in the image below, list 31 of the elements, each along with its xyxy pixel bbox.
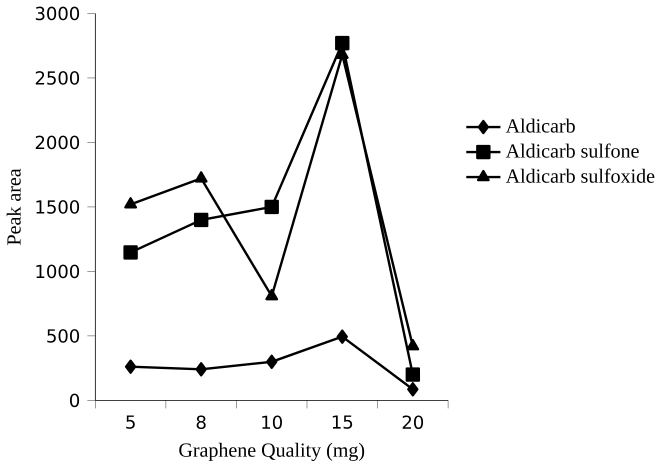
x-axis-title: Graphene Quality (mg) <box>179 442 364 462</box>
y-tick-label: 3000 <box>36 6 80 20</box>
legend-label: Aldicarb <box>506 118 575 133</box>
legend-label: Aldicarb sulfoxide <box>506 168 654 183</box>
y-tick-label: 500 <box>47 329 80 343</box>
x-tick-label: 15 <box>332 416 352 429</box>
y-tick-label: 1500 <box>36 200 80 214</box>
y-tick-label: 1000 <box>36 264 80 278</box>
point <box>195 362 207 377</box>
point <box>336 330 348 344</box>
point <box>265 289 278 301</box>
x-tick-label: 20 <box>402 416 424 430</box>
y-tick-label: 2500 <box>36 71 80 85</box>
point <box>194 171 208 183</box>
y-axis-title: Peak area <box>6 168 21 246</box>
point <box>407 382 419 397</box>
legend-label: Aldicarb sulfone <box>506 144 639 158</box>
point <box>123 245 138 260</box>
x-tick-label: 8 <box>196 416 206 430</box>
point <box>266 354 278 370</box>
point <box>264 200 279 214</box>
point <box>406 368 420 382</box>
point <box>194 212 208 228</box>
point <box>124 360 136 374</box>
y-tick-label: 0 <box>70 394 80 408</box>
point <box>335 36 350 51</box>
point <box>124 197 138 209</box>
y-tick-label: 2000 <box>36 136 80 150</box>
point <box>406 339 420 351</box>
x-tick-label: 10 <box>262 416 282 430</box>
x-tick-label: 5 <box>126 416 135 429</box>
